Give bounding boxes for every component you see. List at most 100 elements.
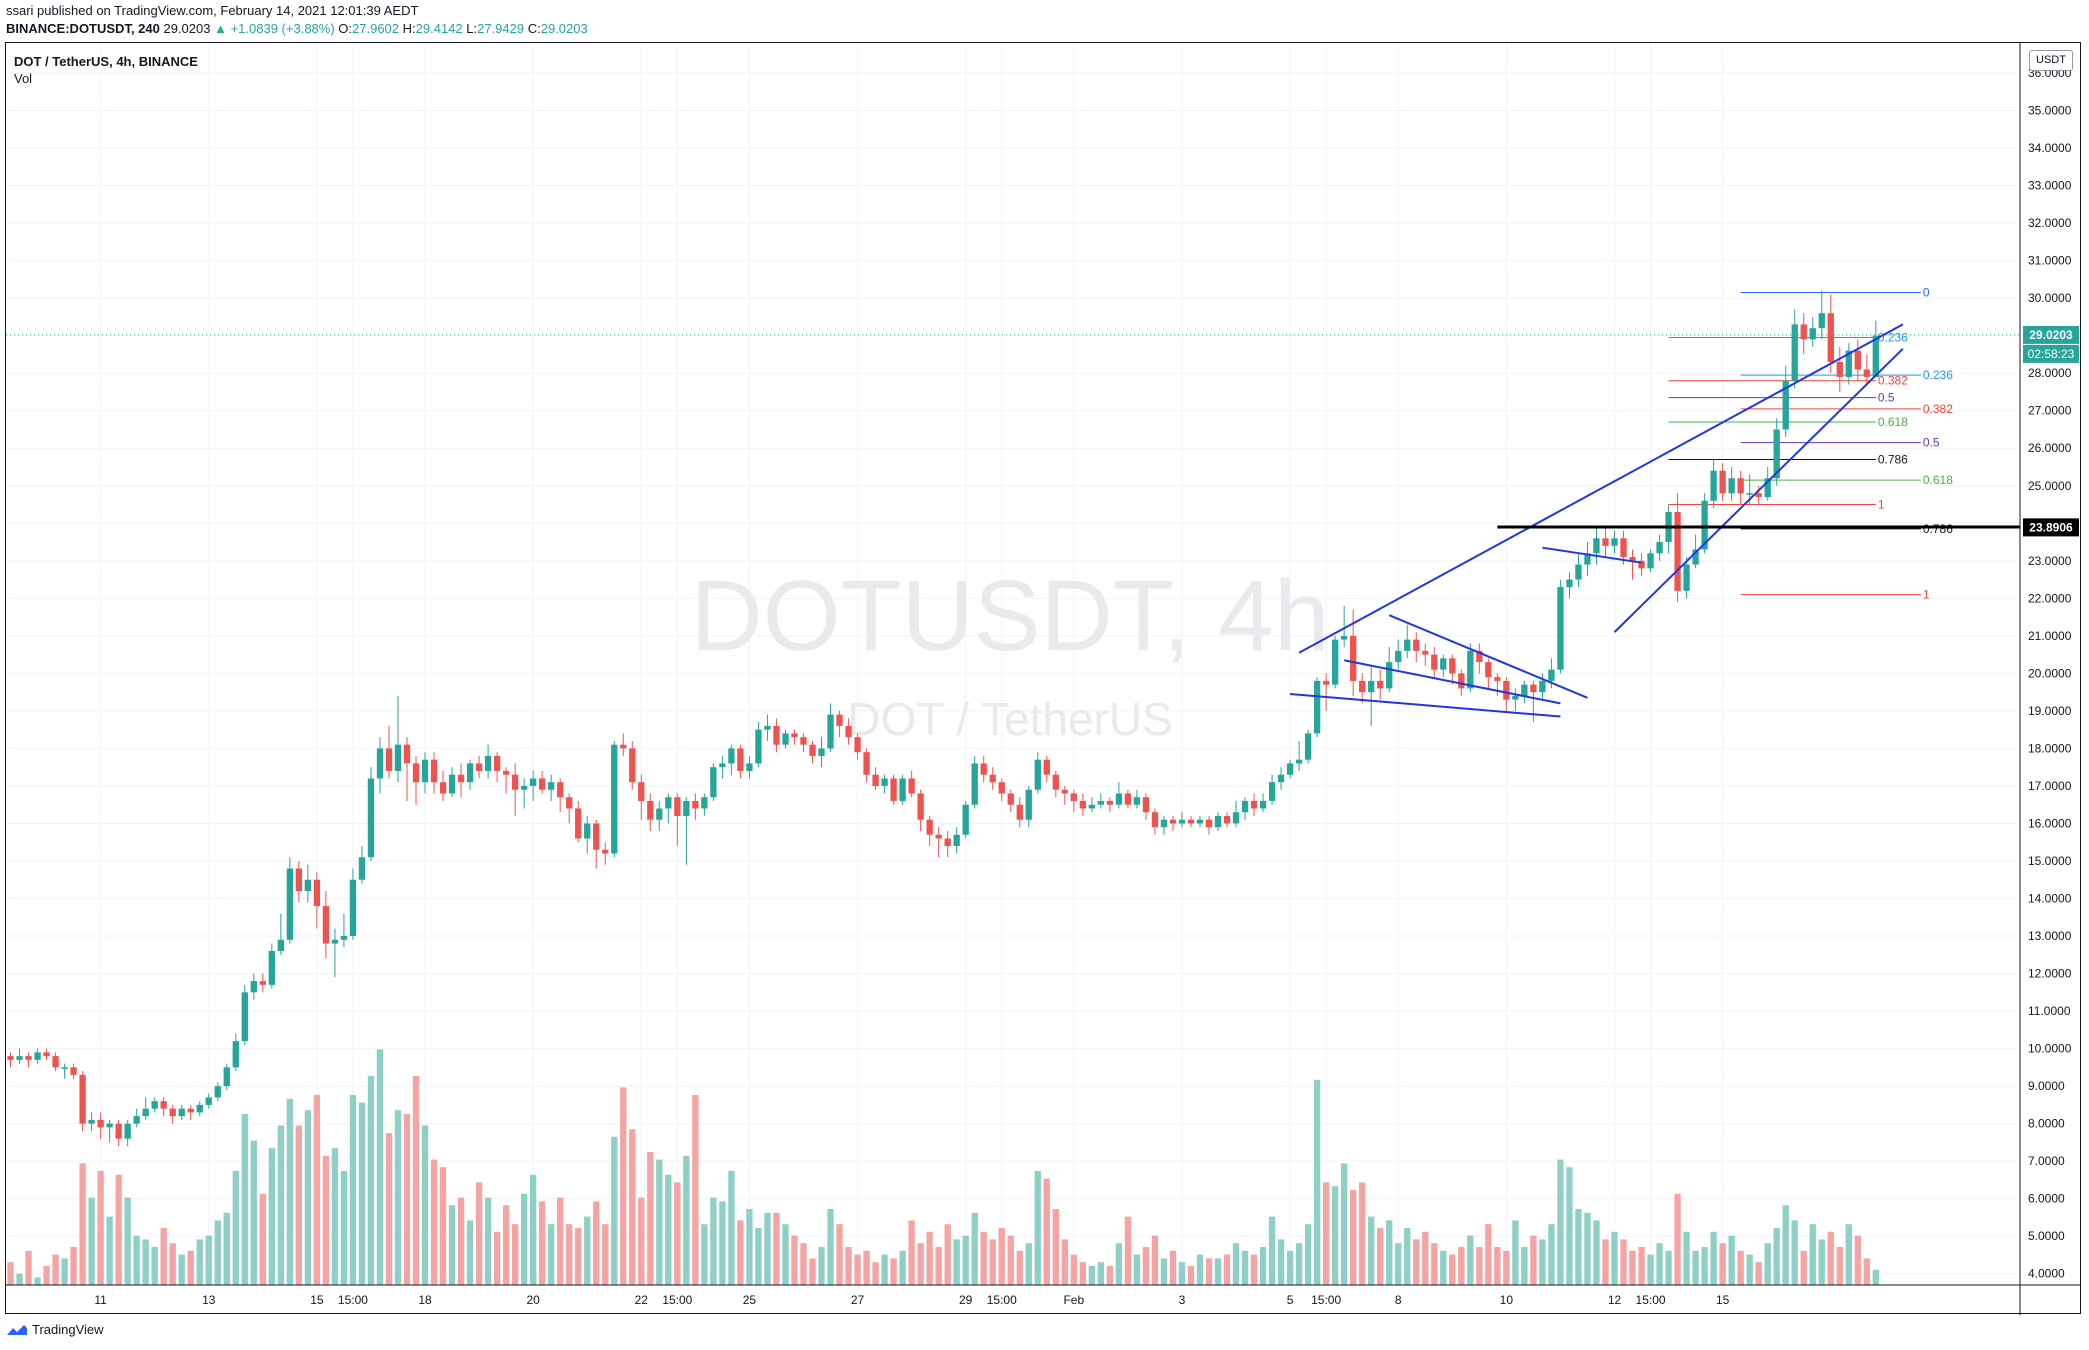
- candle-body: [385, 748, 393, 771]
- candle-body: [151, 1101, 158, 1109]
- volume-bar: [178, 1254, 185, 1285]
- currency-tag[interactable]: USDT: [2029, 50, 2073, 71]
- candle-body: [872, 774, 879, 786]
- candle-body: [800, 737, 807, 745]
- volume-bar: [1602, 1239, 1609, 1285]
- volume-bar: [854, 1254, 861, 1285]
- candle-body: [1052, 774, 1059, 790]
- volume-bar: [1214, 1258, 1222, 1285]
- fib-level-label: 0.5: [1878, 391, 1895, 405]
- volume-bar: [1458, 1247, 1465, 1285]
- candle-body: [629, 748, 636, 783]
- volume-bar: [593, 1201, 600, 1285]
- volume-bar: [232, 1171, 239, 1285]
- volume-bar: [611, 1136, 618, 1285]
- volume-bar: [313, 1095, 321, 1285]
- volume-bar: [268, 1148, 275, 1285]
- candle-body: [1286, 763, 1294, 775]
- candle-body: [232, 1041, 239, 1068]
- candle-body: [1106, 800, 1114, 805]
- fib-level-label: 0.382: [1923, 402, 1953, 416]
- trendline: [1388, 614, 1588, 699]
- legend-title: DOT / TetherUS, 4h, BINANCE: [14, 54, 198, 69]
- candle-body: [926, 819, 933, 835]
- candle-body: [1088, 804, 1096, 809]
- volume-bar: [1530, 1235, 1537, 1285]
- price-axis-label: 5.0000: [2028, 1229, 2065, 1243]
- volume-bar: [259, 1193, 266, 1285]
- footer-brand[interactable]: TradingView: [6, 1322, 104, 1337]
- volume-bar: [1503, 1250, 1510, 1285]
- candle-body: [421, 759, 429, 783]
- volume-bar: [1719, 1243, 1726, 1285]
- volume-bar: [1521, 1247, 1528, 1285]
- volume-bar: [376, 1049, 384, 1285]
- candle-body: [268, 951, 275, 985]
- volume-bar: [16, 1273, 23, 1285]
- candle-body: [1557, 587, 1564, 670]
- price-axis-label: 9.0000: [2028, 1079, 2065, 1093]
- time-axis-label: 15:00: [1311, 1293, 1341, 1307]
- volume-bar: [70, 1247, 77, 1285]
- volume-bar: [1566, 1167, 1573, 1285]
- volume-bar: [88, 1197, 95, 1285]
- candle-body: [412, 763, 420, 783]
- candle-body: [1016, 804, 1023, 820]
- price-axis-label: 34.0000: [2028, 141, 2072, 155]
- time-axis-label: 15: [1716, 1293, 1730, 1307]
- candle-body: [1313, 680, 1321, 734]
- candle-body: [25, 1056, 32, 1060]
- volume-bar: [1133, 1254, 1141, 1285]
- fib-level-label: 0.618: [1878, 415, 1908, 429]
- volume-bar: [683, 1155, 690, 1285]
- candle-body: [1863, 369, 1870, 377]
- candle-body: [1602, 538, 1609, 546]
- candle-body: [1368, 680, 1375, 693]
- volume-bar: [737, 1220, 744, 1285]
- candle-body: [1331, 639, 1339, 685]
- price-axis-label: 30.0000: [2028, 291, 2072, 305]
- time-axis-label: 22: [635, 1293, 649, 1307]
- volume-bar: [935, 1247, 942, 1285]
- candle-body: [1359, 680, 1366, 693]
- volume-bar: [403, 1114, 411, 1285]
- time-axis-label: 8: [1395, 1293, 1402, 1307]
- volume-bar: [1854, 1235, 1861, 1285]
- candle-body: [88, 1119, 95, 1124]
- candle-body: [1160, 819, 1168, 828]
- volume-bar: [1584, 1212, 1591, 1285]
- volume-bar: [448, 1205, 456, 1285]
- volume-bar: [1187, 1266, 1195, 1285]
- candle-body: [1728, 478, 1735, 494]
- candle-body: [1196, 819, 1204, 824]
- change-value: ▲ +1.0839 (+3.88%): [214, 21, 335, 36]
- volume-bar: [1656, 1243, 1663, 1285]
- volume-bar: [1872, 1269, 1879, 1285]
- candle-body: [115, 1123, 122, 1139]
- candle-body: [1079, 800, 1086, 809]
- candle-body: [1584, 553, 1591, 565]
- candle-body: [1034, 759, 1041, 790]
- candle-body: [520, 785, 528, 790]
- volume-bar: [773, 1212, 780, 1285]
- volume-bar: [1449, 1254, 1456, 1285]
- volume-bar: [466, 1220, 474, 1285]
- candle-body: [575, 808, 582, 839]
- candle-body: [1295, 759, 1303, 764]
- volume-bar: [151, 1247, 158, 1285]
- candle-body: [1755, 493, 1762, 498]
- volume-bar: [1620, 1239, 1627, 1285]
- candle-body: [133, 1116, 140, 1124]
- volume-bar: [1710, 1231, 1717, 1285]
- candle-body: [466, 763, 474, 783]
- volume-bar: [295, 1125, 303, 1285]
- candle-body: [250, 981, 257, 993]
- time-axis-label: 27: [851, 1293, 865, 1307]
- candle-body: [511, 774, 519, 790]
- candle-body: [1710, 470, 1717, 501]
- volume-bar: [367, 1076, 375, 1285]
- volume-bar: [1160, 1258, 1168, 1285]
- countdown-tag: [2023, 344, 2079, 363]
- candle-body: [1404, 639, 1411, 651]
